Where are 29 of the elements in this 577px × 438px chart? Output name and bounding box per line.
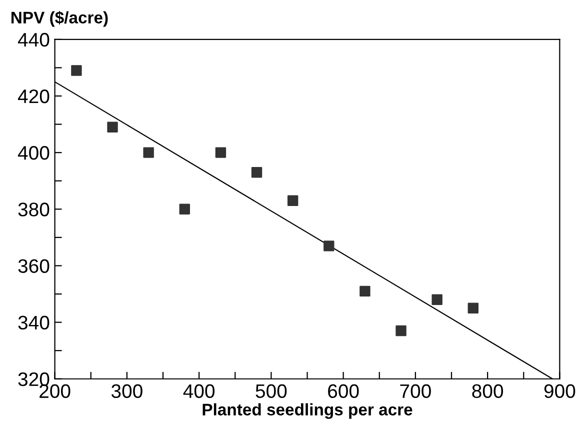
point [468,302,478,314]
y-tick-label: 400 [18,146,50,160]
y-tick-label: 340 [18,316,50,330]
point [179,204,190,214]
x-tick-label: 200 [40,384,70,398]
point [360,286,370,297]
x-axis-title: Planted seedlings per acre [202,403,412,419]
y-tick-label: 380 [18,202,50,216]
point [432,294,442,306]
x-tick-label: 500 [256,384,287,398]
point [396,325,406,336]
x-tick-label: 400 [183,384,215,398]
x-tick-label: 800 [472,384,504,398]
point [71,65,82,76]
point [107,122,118,132]
y-tick-label: 420 [18,89,50,104]
y-tick-label: 320 [18,372,50,386]
x-tick-label: 900 [544,384,576,398]
x-tick-label: 600 [328,384,359,398]
point [215,147,226,158]
x-tick-label: 300 [111,384,142,398]
point [324,240,334,252]
point [251,167,262,178]
x-tick-label: 700 [400,384,431,398]
point [287,195,298,206]
y-tick-label: 440 [18,32,50,47]
y-axis-title: NPV ($/acre) [12,10,108,27]
point [143,147,154,158]
y-tick-label: 360 [18,259,50,273]
